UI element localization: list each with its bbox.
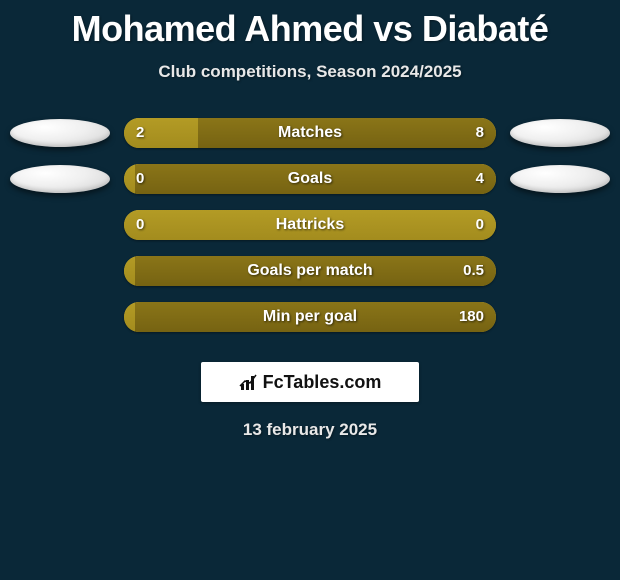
player-right-oval	[510, 165, 610, 193]
stat-value-right: 0	[476, 210, 484, 240]
stat-bar-matches: 2 Matches 8	[124, 118, 496, 148]
bar-segment-right	[135, 164, 496, 194]
stat-value-right: 4	[476, 164, 484, 194]
page-title: Mohamed Ahmed vs Diabaté	[0, 0, 620, 50]
subtitle: Club competitions, Season 2024/2025	[0, 62, 620, 82]
bar-segment-left	[124, 302, 135, 332]
date-text: 13 february 2025	[0, 420, 620, 440]
stat-value-left: 0	[136, 210, 144, 240]
bar-segment-left	[124, 256, 135, 286]
stat-value-right: 8	[476, 118, 484, 148]
bar-segment-right	[310, 210, 496, 240]
bar-segment-right	[198, 118, 496, 148]
bar-segment-right	[135, 256, 496, 286]
comparison-chart: 2 Matches 8 0 Goals 4 0 Hattricks 0	[0, 110, 620, 340]
stat-row: Min per goal 180	[10, 294, 610, 340]
stat-value-right: 0.5	[463, 256, 484, 286]
logo-text: FcTables.com	[263, 372, 382, 393]
stat-value-left: 2	[136, 118, 144, 148]
stat-row: 0 Hattricks 0	[10, 202, 610, 248]
bar-segment-left	[124, 210, 310, 240]
bar-segment-right	[135, 302, 496, 332]
stat-bar-goals: 0 Goals 4	[124, 164, 496, 194]
stat-value-right: 180	[459, 302, 484, 332]
stat-bar-mpg: Min per goal 180	[124, 302, 496, 332]
stat-value-left: 0	[136, 164, 144, 194]
player-left-oval	[10, 119, 110, 147]
barchart-icon	[239, 372, 259, 392]
player-left-oval	[10, 165, 110, 193]
bar-segment-left	[124, 164, 135, 194]
stat-row: 2 Matches 8	[10, 110, 610, 156]
fctables-logo: FcTables.com	[201, 362, 419, 402]
stat-bar-gpm: Goals per match 0.5	[124, 256, 496, 286]
stat-row: Goals per match 0.5	[10, 248, 610, 294]
stat-bar-hattricks: 0 Hattricks 0	[124, 210, 496, 240]
player-right-oval	[510, 119, 610, 147]
stat-row: 0 Goals 4	[10, 156, 610, 202]
